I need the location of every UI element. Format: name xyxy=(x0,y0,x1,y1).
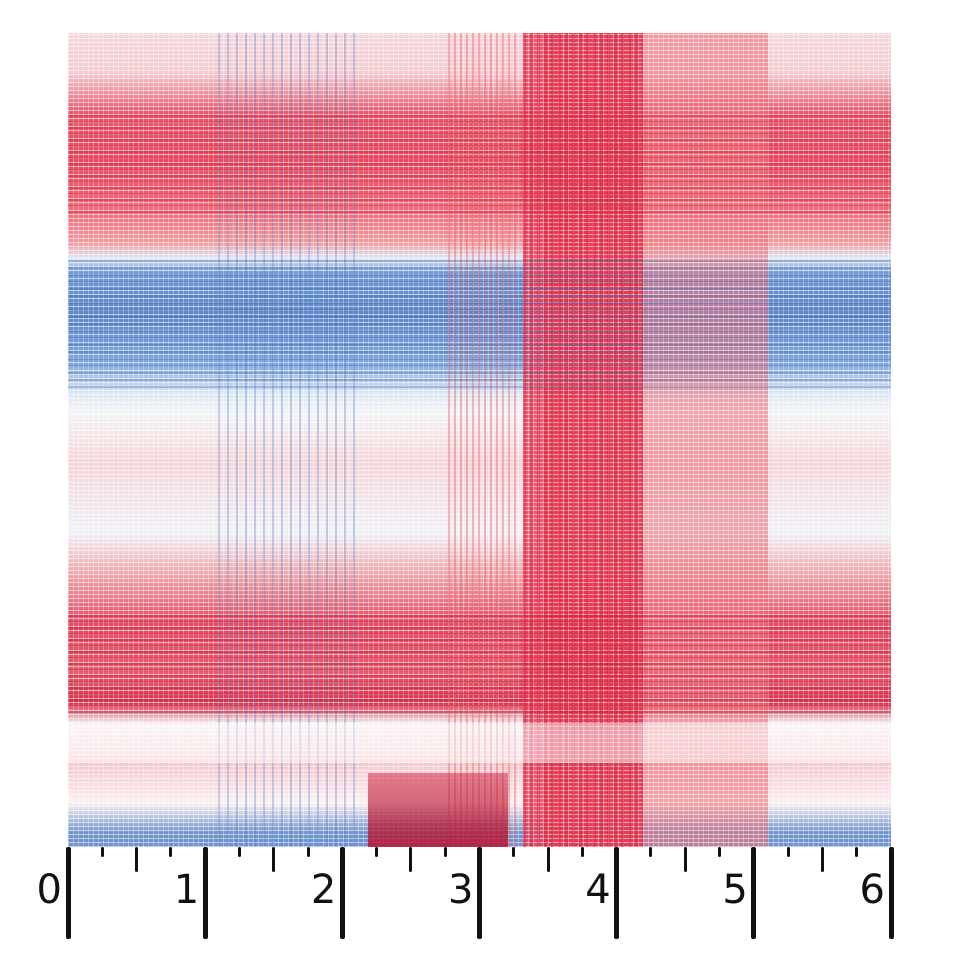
ruler-quarter-tick xyxy=(306,847,310,857)
ruler-label: 5 xyxy=(722,867,748,913)
ruler-half-tick xyxy=(683,847,687,872)
ruler-quarter-tick xyxy=(443,847,447,857)
ruler-half-tick xyxy=(546,847,550,872)
ruler-quarter-tick xyxy=(237,847,241,857)
ruler-quarter-tick xyxy=(718,847,722,857)
horizontal-blue-stroke xyxy=(68,258,891,388)
ruler-quarter-tick xyxy=(786,847,790,857)
ruler-label: 4 xyxy=(585,867,611,913)
ruler-quarter-tick xyxy=(169,847,173,857)
ruler-major-tick xyxy=(751,847,757,939)
ruler-half-tick xyxy=(135,847,139,872)
ruler-quarter-tick xyxy=(649,847,653,857)
ruler-major-tick xyxy=(614,847,620,939)
ruler-quarter-tick xyxy=(580,847,584,857)
horizontal-red-stroke-lower xyxy=(68,613,891,713)
ruler-major-tick xyxy=(202,847,208,939)
ruler-major-tick xyxy=(888,847,894,939)
vertical-pink-band xyxy=(448,33,518,847)
ruler: 0 1 2 3 4 5 6 xyxy=(0,847,960,960)
ruler-major-tick xyxy=(477,847,482,939)
bottom-red-block xyxy=(368,773,508,847)
ruler-half-tick xyxy=(272,847,276,872)
ruler-quarter-tick xyxy=(855,847,859,857)
ruler-label: 1 xyxy=(173,867,200,913)
ruler-label: 3 xyxy=(448,867,474,913)
ruler-label: 0 xyxy=(36,867,62,913)
ruler-quarter-tick xyxy=(375,847,379,857)
ruler-quarter-tick xyxy=(512,847,516,857)
ruler-major-tick xyxy=(339,847,345,939)
ruler-half-tick xyxy=(409,847,413,872)
ruler-label: 6 xyxy=(859,867,885,913)
vertical-red-band xyxy=(523,33,643,847)
horizontal-white-stroke xyxy=(68,723,891,763)
ruler-label: 2 xyxy=(310,867,337,913)
horizontal-red-stroke xyxy=(68,113,891,213)
fabric-swatch xyxy=(68,33,891,847)
vertical-blue-band xyxy=(218,33,358,847)
ruler-major-tick xyxy=(65,847,71,939)
ruler-quarter-tick xyxy=(100,847,104,857)
ruler-half-tick xyxy=(820,847,824,872)
